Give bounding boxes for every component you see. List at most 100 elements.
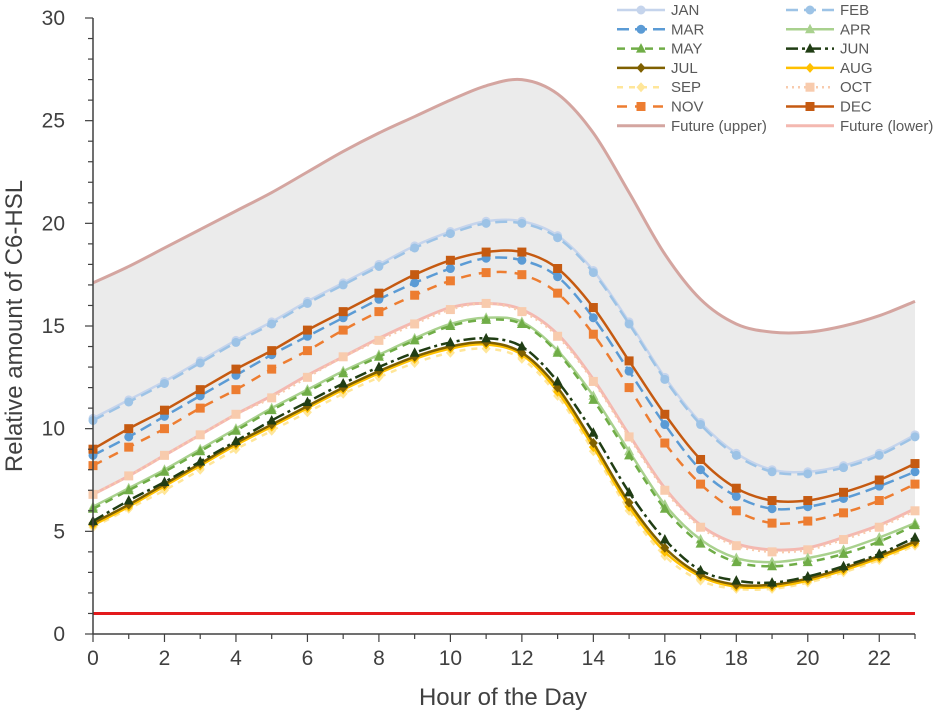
point-nov-22: [874, 496, 884, 506]
series-jun: [88, 332, 920, 587]
point-jun-22: [874, 548, 885, 558]
point-feb-4: [231, 337, 241, 347]
point-may-18: [731, 556, 742, 567]
point-nov-17: [696, 479, 706, 489]
point-jul-16: [660, 542, 670, 553]
point-feb-13: [553, 233, 563, 243]
legend-label: AUG: [840, 60, 873, 77]
legend-item-jul: JUL: [617, 60, 698, 77]
point-oct-8: [374, 335, 384, 345]
point-dec-13: [553, 264, 563, 274]
point-dec-20: [803, 496, 813, 506]
x-tick-label: 0: [87, 647, 99, 670]
x-tick-label: 8: [373, 647, 385, 670]
x-tick-label: 22: [868, 647, 891, 670]
point-jun-21: [838, 560, 849, 571]
legend-label: Future (lower): [840, 118, 933, 135]
legend-item-jan: JAN: [617, 2, 699, 19]
legend-marker: [636, 82, 646, 93]
point-nov-1: [124, 442, 134, 452]
point-dec-7: [338, 307, 348, 317]
point-jun-12: [516, 341, 527, 351]
legend-marker: [805, 62, 815, 73]
point-jun-9: [409, 347, 420, 357]
point-feb-16: [660, 374, 670, 384]
point-mar-17: [696, 465, 706, 475]
legend-label: OCT: [840, 79, 872, 96]
point-may-14: [588, 394, 599, 404]
point-oct-1: [124, 471, 134, 481]
point-oct-5: [267, 393, 277, 403]
point-may-12: [516, 318, 527, 328]
point-jun-15: [624, 486, 635, 497]
series-line-future-upper: [92, 77, 916, 335]
point-feb-7: [338, 280, 348, 290]
legend-item-may: MAY: [617, 41, 702, 58]
point-dec-11: [481, 247, 491, 257]
point-oct-11: [481, 298, 491, 308]
legend-label: JUL: [671, 60, 698, 77]
legend-label: NOV: [671, 99, 704, 116]
point-feb-5: [267, 319, 277, 329]
point-may-20: [802, 556, 813, 567]
point-nov-2: [159, 424, 169, 434]
point-mar-1: [124, 432, 134, 442]
point-oct-15: [624, 432, 634, 442]
point-jun-20: [802, 571, 813, 581]
point-nov-13: [553, 288, 563, 298]
point-nov-18: [731, 506, 741, 516]
point-may-3: [195, 445, 206, 456]
y-tick-label: 10: [42, 418, 65, 441]
point-feb-23: [910, 432, 920, 442]
point-nov-19: [767, 518, 777, 528]
series-line-feb: [92, 220, 916, 476]
point-nov-10: [445, 276, 455, 286]
point-oct-22: [874, 522, 884, 532]
x-tick-label: 12: [510, 647, 533, 670]
legend-label: Future (upper): [671, 118, 767, 135]
point-nov-21: [839, 508, 849, 518]
point-feb-14: [588, 268, 598, 278]
point-oct-9: [410, 319, 420, 329]
future-range-band: [93, 79, 915, 551]
point-dec-19: [767, 496, 777, 506]
point-jun-19: [767, 577, 778, 587]
legend-label: JAN: [671, 2, 699, 19]
point-oct-7: [338, 352, 348, 362]
series-oct: [88, 298, 920, 557]
point-nov-6: [302, 346, 312, 356]
legend-item-apr: APR: [786, 21, 871, 38]
point-feb-20: [803, 469, 813, 479]
legend-item-dec: DEC: [786, 99, 872, 116]
series-future-upper: [92, 77, 916, 335]
x-tick-label: 2: [159, 647, 171, 670]
point-feb-21: [839, 463, 849, 473]
point-nov-5: [267, 364, 277, 374]
y-tick-label: 0: [53, 623, 65, 646]
point-jun-1: [123, 495, 134, 505]
point-nov-8: [374, 307, 384, 317]
point-nov-23: [910, 479, 920, 489]
point-nov-7: [338, 325, 348, 335]
legend-marker: [636, 24, 646, 34]
point-may-11: [481, 314, 492, 324]
legend-label: FEB: [840, 2, 869, 19]
point-nov-14: [588, 329, 598, 339]
x-tick-label: 20: [796, 647, 819, 670]
y-tick-label: 25: [42, 110, 65, 133]
point-nov-9: [410, 290, 420, 300]
x-tick-label: 14: [582, 647, 606, 670]
point-may-9: [409, 334, 420, 345]
point-jun-18: [731, 575, 742, 585]
point-may-19: [767, 560, 778, 571]
point-feb-11: [481, 218, 491, 228]
point-mar-10: [445, 264, 455, 274]
point-nov-4: [231, 385, 241, 395]
point-jun-8: [373, 361, 384, 372]
point-jun-3: [195, 456, 206, 466]
y-tick-label: 15: [42, 315, 65, 338]
legend-marker: [805, 43, 815, 53]
point-jun-7: [338, 377, 349, 388]
point-jun-4: [230, 435, 241, 445]
